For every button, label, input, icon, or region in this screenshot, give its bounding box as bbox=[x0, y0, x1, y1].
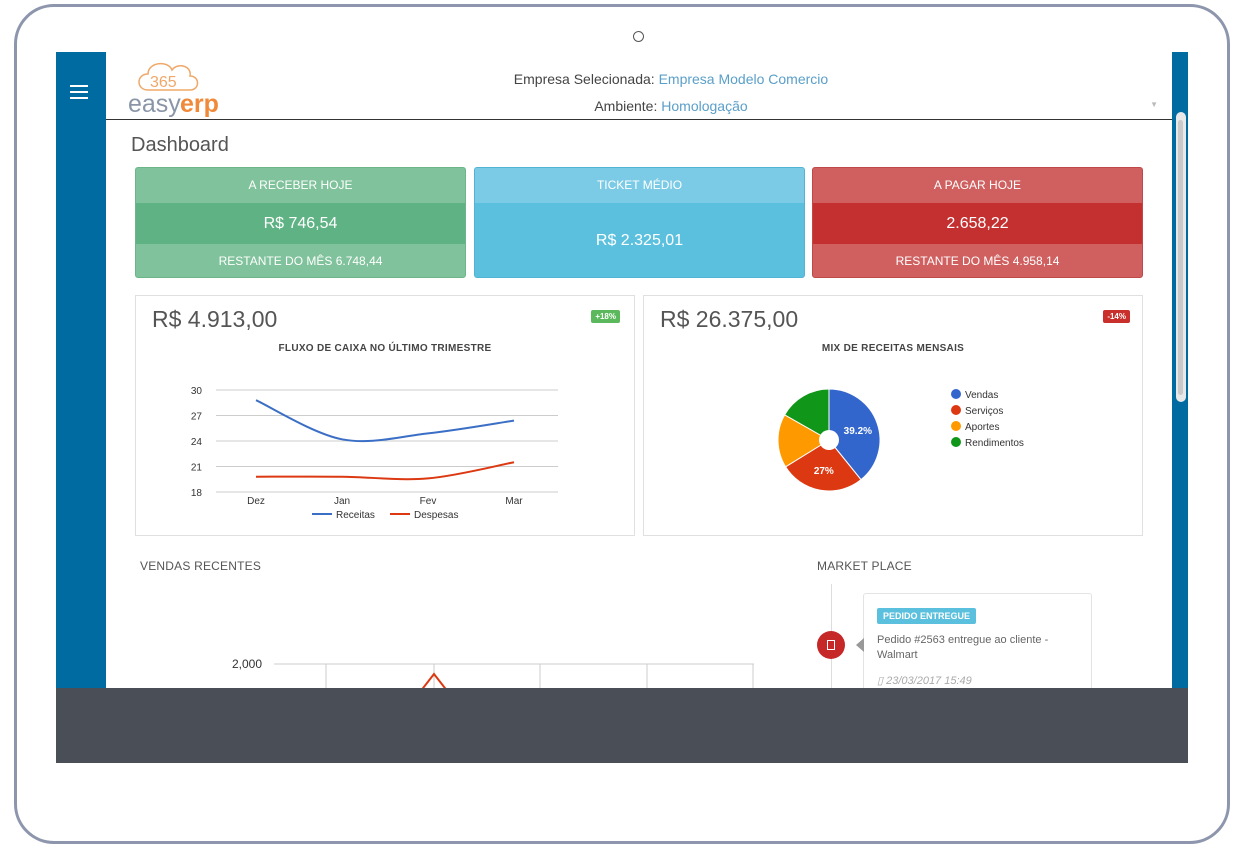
sales-line-peak bbox=[419, 672, 449, 693]
pie-slice-2 bbox=[777, 414, 830, 468]
y-tick-label: 24 bbox=[191, 437, 203, 448]
pie-slice-1 bbox=[784, 439, 862, 492]
bottom-overlay-bar bbox=[56, 688, 1188, 763]
fluxo-badge: +18% bbox=[591, 310, 620, 323]
legend-dot bbox=[951, 405, 961, 415]
market-card-badge: PEDIDO ENTREGUE bbox=[877, 608, 977, 624]
tile-pagar-head: A PAGAR HOJE bbox=[933, 178, 1022, 192]
panel-fluxo-caixa: R$ 4.913,00 +18% FLUXO DE CAIXA NO ÚLTIM… bbox=[135, 295, 635, 536]
y-tick-label: 18 bbox=[191, 488, 203, 499]
header: 365 easy erp Empresa Selecionada: Empres… bbox=[106, 52, 1172, 120]
tile-ticket-value: R$ 2.325,01 bbox=[595, 232, 684, 249]
market-card-time: ▯ 23/03/2017 15:49 bbox=[877, 674, 972, 687]
pie-slice-label: 39.2% bbox=[844, 426, 872, 437]
vendas-recentes-label: VENDAS RECENTES bbox=[140, 559, 262, 573]
env-label: Ambiente: bbox=[594, 98, 658, 114]
legend-label: Despesas bbox=[414, 510, 458, 521]
tile-pagar-value: 2.658,22 bbox=[813, 203, 1142, 244]
dropdown-caret-icon[interactable]: ▼ bbox=[1150, 100, 1158, 109]
fluxo-line-chart: 18 21 24 27 30 Dez Jan Fev Mar Receitas Despesas bbox=[191, 386, 558, 521]
legend-dot bbox=[951, 421, 961, 431]
tile-ticket-head: TICKET MÉDIO bbox=[475, 168, 804, 203]
mix-total: R$ 26.375,00 bbox=[660, 306, 799, 332]
market-place-label: MARKET PLACE bbox=[817, 559, 912, 573]
legend-label: Serviços bbox=[965, 406, 1003, 417]
legend-label: Rendimentos bbox=[965, 438, 1024, 449]
y-tick-label: 27 bbox=[191, 412, 203, 423]
tile-receber-value: R$ 746,54 bbox=[136, 203, 465, 244]
app-screen: 365 easy erp Empresa Selecionada: Empres… bbox=[56, 52, 1188, 763]
tile-receber-foot: RESTANTE DO MÊS 6.748,44 bbox=[218, 254, 383, 268]
pie-hole bbox=[819, 430, 839, 450]
y-tick-label: 30 bbox=[191, 386, 203, 397]
x-tick-label: Jan bbox=[334, 496, 350, 507]
scrollbar[interactable] bbox=[1176, 112, 1186, 402]
tile-receber-head: A RECEBER HOJE bbox=[248, 178, 353, 192]
tile-receber-hoje[interactable]: A RECEBER HOJE R$ 746,54 RESTANTE DO MÊS… bbox=[135, 167, 466, 278]
logo-word-erp: erp bbox=[180, 90, 219, 118]
timeline-dot bbox=[817, 631, 845, 659]
company-value[interactable]: Empresa Modelo Comercio bbox=[658, 71, 829, 87]
env-value[interactable]: Homologação bbox=[661, 98, 748, 114]
tile-pagar-foot: RESTANTE DO MÊS 4.958,14 bbox=[895, 254, 1060, 268]
market-card[interactable]: PEDIDO ENTREGUE Pedido #2563 entregue ao… bbox=[856, 593, 1092, 703]
legend-dot bbox=[951, 437, 961, 447]
page-title: Dashboard bbox=[131, 134, 229, 156]
y-tick-label: 2,000 bbox=[232, 657, 262, 671]
y-tick-label: 21 bbox=[191, 463, 203, 474]
pie-slice-label: 27% bbox=[814, 466, 834, 477]
logo-number: 365 bbox=[150, 74, 177, 91]
mix-pie-chart: 39.2% 27% Vendas Serviços Aportes Rendimentos bbox=[777, 388, 1024, 492]
x-tick-label: Mar bbox=[505, 496, 523, 507]
calendar-icon: ▯ bbox=[877, 675, 884, 687]
company-label: Empresa Selecionada: bbox=[513, 71, 655, 87]
pie-slice-0 bbox=[828, 388, 881, 481]
mix-title: MIX DE RECEITAS MENSAIS bbox=[821, 343, 965, 354]
pie-slice-3 bbox=[783, 388, 830, 441]
series-line-despesas bbox=[255, 461, 515, 481]
legend-label: Aportes bbox=[965, 422, 999, 433]
tile-ticket-medio[interactable]: TICKET MÉDIO R$ 2.325,01 bbox=[474, 167, 805, 278]
legend-label: Receitas bbox=[336, 510, 375, 521]
series-line-receitas bbox=[255, 399, 515, 443]
clipboard-icon bbox=[827, 640, 835, 650]
header-info: Empresa Selecionada: Empresa Modelo Come… bbox=[356, 66, 986, 120]
fluxo-total: R$ 4.913,00 bbox=[152, 306, 278, 332]
sidebar bbox=[56, 52, 106, 688]
legend-label: Vendas bbox=[965, 390, 998, 401]
tile-pagar-hoje[interactable]: A PAGAR HOJE 2.658,22 RESTANTE DO MÊS 4.… bbox=[812, 167, 1143, 278]
panel-mix-receitas: R$ 26.375,00 -14% MIX DE RECEITAS MENSAI… bbox=[643, 295, 1143, 536]
camera-dot bbox=[633, 31, 644, 42]
fluxo-title: FLUXO DE CAIXA NO ÚLTIMO TRIMESTRE bbox=[278, 343, 492, 354]
mix-badge: -14% bbox=[1103, 310, 1130, 323]
x-tick-label: Fev bbox=[420, 496, 437, 507]
market-card-time-value: 23/03/2017 15:49 bbox=[886, 675, 972, 687]
scroll-thumb[interactable] bbox=[1178, 120, 1183, 395]
legend-dot bbox=[951, 389, 961, 399]
logo-word-easy: easy bbox=[128, 90, 181, 118]
easyerp-logo: 365 easy erp bbox=[128, 62, 219, 118]
market-card-text: Pedido #2563 entregue ao cliente - Walma… bbox=[877, 634, 1049, 661]
x-tick-label: Dez bbox=[247, 496, 265, 507]
hamburger-menu-icon[interactable] bbox=[70, 85, 88, 99]
